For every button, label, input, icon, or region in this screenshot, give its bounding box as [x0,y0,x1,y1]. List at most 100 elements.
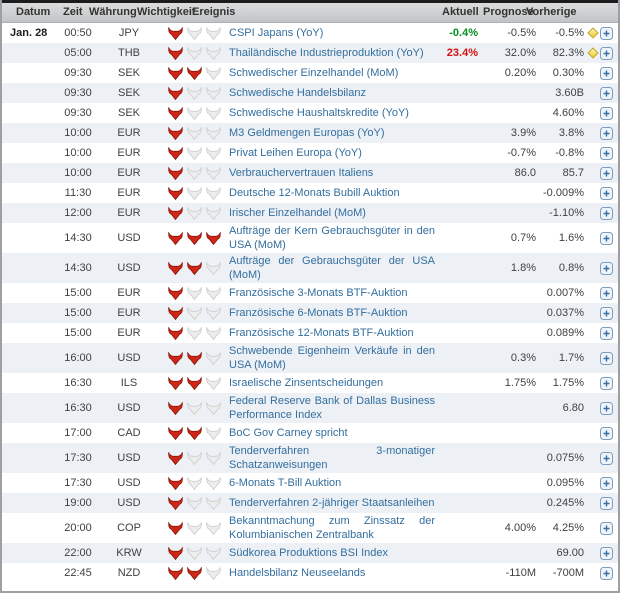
event-link[interactable]: M3 Geldmengen Europas (YoY) [229,127,385,139]
bull-icon [205,546,221,560]
expand-plus-icon[interactable] [600,451,613,465]
expand-plus-icon[interactable] [600,231,613,245]
row-icons-cell [584,496,618,510]
currency-cell: NZD [117,567,141,579]
previous-cell: 69.00 [556,547,584,559]
bull-icon [186,126,202,140]
event-link[interactable]: Schwedische Handelsbilanz [229,87,366,99]
event-link[interactable]: Schwedische Haushaltskredite (YoY) [229,107,409,119]
expand-plus-icon[interactable] [600,306,613,320]
expand-plus-icon[interactable] [600,476,613,490]
event-link[interactable]: Verbrauchervertrauen Italiens [229,167,374,179]
time-cell: 10:00 [64,147,92,159]
table-row: 09:30 SEK Schwedische Haushaltskredite (… [2,103,618,123]
event-link[interactable]: Thailändische Industrieproduktion (YoY) [229,47,424,59]
expand-plus-icon[interactable] [600,66,613,80]
previous-cell: 0.089% [546,327,584,339]
event-link[interactable]: Aufträge der Kern Gebrauchsgüter in den … [229,225,435,251]
event-link[interactable]: Irischer Einzelhandel (MoM) [229,207,366,219]
bull-icon [205,521,221,535]
bull-icon [167,476,183,490]
expand-plus-icon[interactable] [600,496,613,510]
event-link[interactable]: Privat Leihen Europa (YoY) [229,147,362,159]
importance-cell [159,326,229,340]
event-link[interactable]: Schwedischer Einzelhandel (MoM) [229,67,399,79]
currency-cell: THB [118,47,140,59]
table-row: 14:30 USD Aufträge der Gebrauchsgüter de… [2,253,618,283]
expand-plus-icon[interactable] [600,26,613,40]
event-cell: Schwebende Eigenheim Verkäufe in den USA… [229,344,438,372]
expand-plus-icon[interactable] [600,546,613,560]
importance-cell [159,426,229,440]
expand-plus-icon[interactable] [600,566,613,580]
time-cell: 19:00 [64,497,92,509]
table-row: 16:00 USD Schwebende Eigenheim Verkäufe … [2,343,618,373]
event-link[interactable]: Tenderverfahren 3-monatiger Schatzanweis… [229,445,435,471]
event-link[interactable]: CSPI Japans (YoY) [229,27,324,39]
expand-plus-icon[interactable] [600,351,613,365]
expand-plus-icon[interactable] [600,261,613,275]
currency-cell: EUR [117,127,141,139]
expand-plus-icon[interactable] [600,286,613,300]
expand-plus-icon[interactable] [600,86,613,100]
importance-cell [159,376,229,390]
expand-plus-icon[interactable] [600,146,613,160]
expand-plus-icon[interactable] [600,206,613,220]
event-link[interactable]: Französische 12-Monats BTF-Auktion [229,327,414,339]
event-link[interactable]: Federal Reserve Bank of Dallas Business … [229,395,435,421]
expand-plus-icon[interactable] [600,186,613,200]
bull-icon [186,476,202,490]
currency-cell: EUR [117,187,141,199]
event-link[interactable]: Französische 3-Monats BTF-Auktion [229,287,408,299]
event-link[interactable]: BoC Gov Carney spricht [229,427,348,439]
expand-plus-icon[interactable] [600,376,613,390]
expand-plus-icon[interactable] [600,326,613,340]
row-icons-cell [584,126,618,140]
currency-cell: EUR [117,307,141,319]
row-icons-cell [584,66,618,80]
expand-plus-icon[interactable] [600,521,613,535]
expand-plus-icon[interactable] [600,126,613,140]
expand-plus-icon[interactable] [600,106,613,120]
event-link[interactable]: Tenderverfahren 2-jähriger Staatsanleihe… [229,497,435,509]
event-link[interactable]: Schwebende Eigenheim Verkäufe in den USA… [229,345,435,371]
expand-plus-icon[interactable] [600,426,613,440]
event-link[interactable]: Deutsche 12-Monats Bubill Auktion [229,187,400,199]
row-icons-cell [584,186,618,200]
bull-icon [186,306,202,320]
event-link[interactable]: Handelsbilanz Neuseelands [229,567,366,579]
currency-cell: USD [117,352,141,364]
expand-plus-icon[interactable] [600,46,613,60]
previous-cell: 6.80 [562,402,584,414]
table-row: 09:30 SEK Schwedische Handelsbilanz 3.60… [2,83,618,103]
forecast-cell: 1.75% [504,377,536,389]
time-cell: 09:30 [64,107,92,119]
currency-cell: EUR [117,207,141,219]
expand-plus-icon[interactable] [600,401,613,415]
event-link[interactable]: 6-Monats T-Bill Auktion [229,477,342,489]
expand-plus-icon[interactable] [600,166,613,180]
event-link[interactable]: Bekanntmachung zum Zinssatz der Kolumbia… [229,515,435,541]
bull-icon [186,206,202,220]
table-row: 15:00 EUR Französische 12-Monats BTF-Auk… [2,323,618,343]
bull-icon [167,426,183,440]
event-link[interactable]: Südkorea Produktions BSI Index [229,547,388,559]
table-row: 10:00 EUR Verbrauchervertrauen Italiens … [2,163,618,183]
event-link[interactable]: Aufträge der Gebrauchsgüter der USA (MoM… [229,255,435,281]
bull-icon [205,261,221,275]
importance-cell [159,66,229,80]
importance-cell [159,351,229,365]
previous-cell: 0.095% [546,477,584,489]
column-header-aktuell: Aktuell [442,6,479,18]
importance-cell [159,231,229,245]
bull-icon [167,206,183,220]
event-link[interactable]: Französische 6-Monats BTF-Auktion [229,307,408,319]
bull-icon [205,566,221,580]
currency-cell: SEK [117,87,140,99]
row-icons-cell [584,401,618,415]
event-link[interactable]: Israelische Zinsentscheidungen [229,377,384,389]
bull-icon [205,126,221,140]
column-header-prognose: Prognose [483,6,534,18]
currency-cell: USD [117,232,141,244]
